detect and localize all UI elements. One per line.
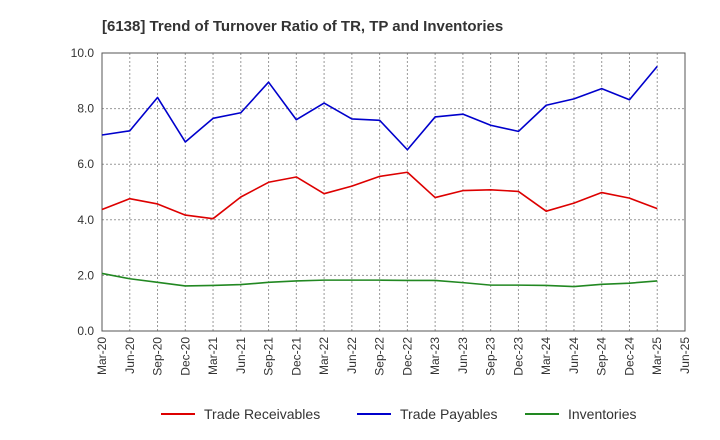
x-axis: Mar-20 Jun-20 Sep-20 Dec-20 Mar-21 Jun-21 Sep-… xyxy=(95,337,692,376)
legend-label-trade-receivables: Trade Receivables xyxy=(204,406,320,422)
x-tick-label: Jun-25 xyxy=(678,337,692,374)
x-tick-label: Jun-23 xyxy=(456,337,470,374)
x-tick-label: Dec-24 xyxy=(622,337,636,376)
series-line-inventories xyxy=(101,272,658,288)
x-tick-label: Jun-24 xyxy=(567,337,581,374)
legend-label-inventories: Inventories xyxy=(568,406,636,422)
y-tick-label: 10.0 xyxy=(71,46,95,60)
x-tick-label: Jun-20 xyxy=(123,337,137,374)
series-line-trade-payables xyxy=(101,65,658,151)
x-tick-label: Jun-21 xyxy=(234,337,248,374)
series-line-trade-receivables xyxy=(101,171,658,220)
y-tick-label: 4.0 xyxy=(77,213,94,227)
x-tick-label: Sep-24 xyxy=(595,337,609,376)
x-tick-label: Dec-23 xyxy=(511,337,525,376)
legend: Trade Receivables Trade Payables Inventori… xyxy=(161,406,636,422)
y-tick-label: 6.0 xyxy=(77,157,94,171)
x-tick-label: Mar-25 xyxy=(650,337,664,375)
x-tick-label: Dec-20 xyxy=(178,337,192,376)
x-tick-label: Sep-23 xyxy=(484,337,498,376)
x-tick-label: Dec-22 xyxy=(400,337,414,376)
x-tick-label: Jun-22 xyxy=(345,337,359,374)
x-tick-label: Dec-21 xyxy=(289,337,303,376)
series-lines xyxy=(101,65,658,288)
x-tick-label: Mar-20 xyxy=(95,337,109,375)
y-tick-label: 8.0 xyxy=(77,102,94,116)
legend-label-trade-payables: Trade Payables xyxy=(400,406,498,422)
x-tick-label: Mar-23 xyxy=(428,337,442,375)
chart-title: [6138] Trend of Turnover Ratio of TR, TP… xyxy=(102,18,503,35)
plot-area xyxy=(101,52,686,332)
x-tick-label: Mar-24 xyxy=(539,337,553,375)
x-tick-label: Sep-21 xyxy=(262,337,276,376)
x-tick-label: Sep-22 xyxy=(373,337,387,376)
x-tick-label: Mar-22 xyxy=(317,337,331,375)
y-axis: 0.0 2.0 4.0 6.0 8.0 10.0 xyxy=(71,46,95,338)
x-tick-label: Mar-21 xyxy=(206,337,220,375)
grid xyxy=(102,53,685,331)
y-tick-label: 0.0 xyxy=(77,324,94,338)
x-tick-label: Sep-20 xyxy=(151,337,165,376)
y-tick-label: 2.0 xyxy=(77,268,94,282)
